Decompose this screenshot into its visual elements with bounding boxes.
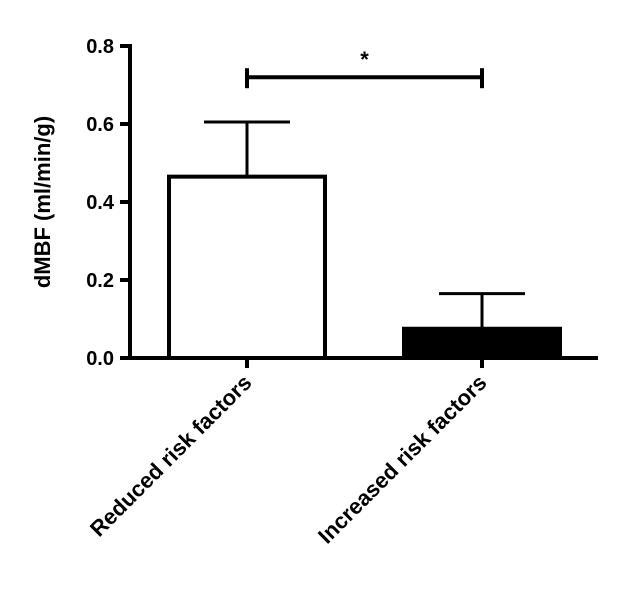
significance-label: *	[360, 47, 369, 72]
y-tick-label: 0.6	[86, 114, 114, 136]
x-category-label: Increased risk factors	[313, 370, 492, 549]
bars	[167, 174, 562, 360]
y-tick-label: 0.8	[86, 36, 114, 58]
error-bars	[204, 120, 525, 341]
y-tick-label: 0.4	[86, 192, 115, 214]
y-tick-label: 0.0	[86, 348, 114, 370]
y-tick-label: 0.2	[86, 270, 114, 292]
y-axis-title: dMBF (ml/min/g)	[30, 116, 55, 288]
x-category-label: Reduced risk factors	[85, 370, 257, 542]
axes: 0.0 0.2 0.4 0.6 0.8	[86, 36, 598, 370]
bar	[167, 174, 327, 360]
significance-annotation: *	[245, 47, 484, 89]
